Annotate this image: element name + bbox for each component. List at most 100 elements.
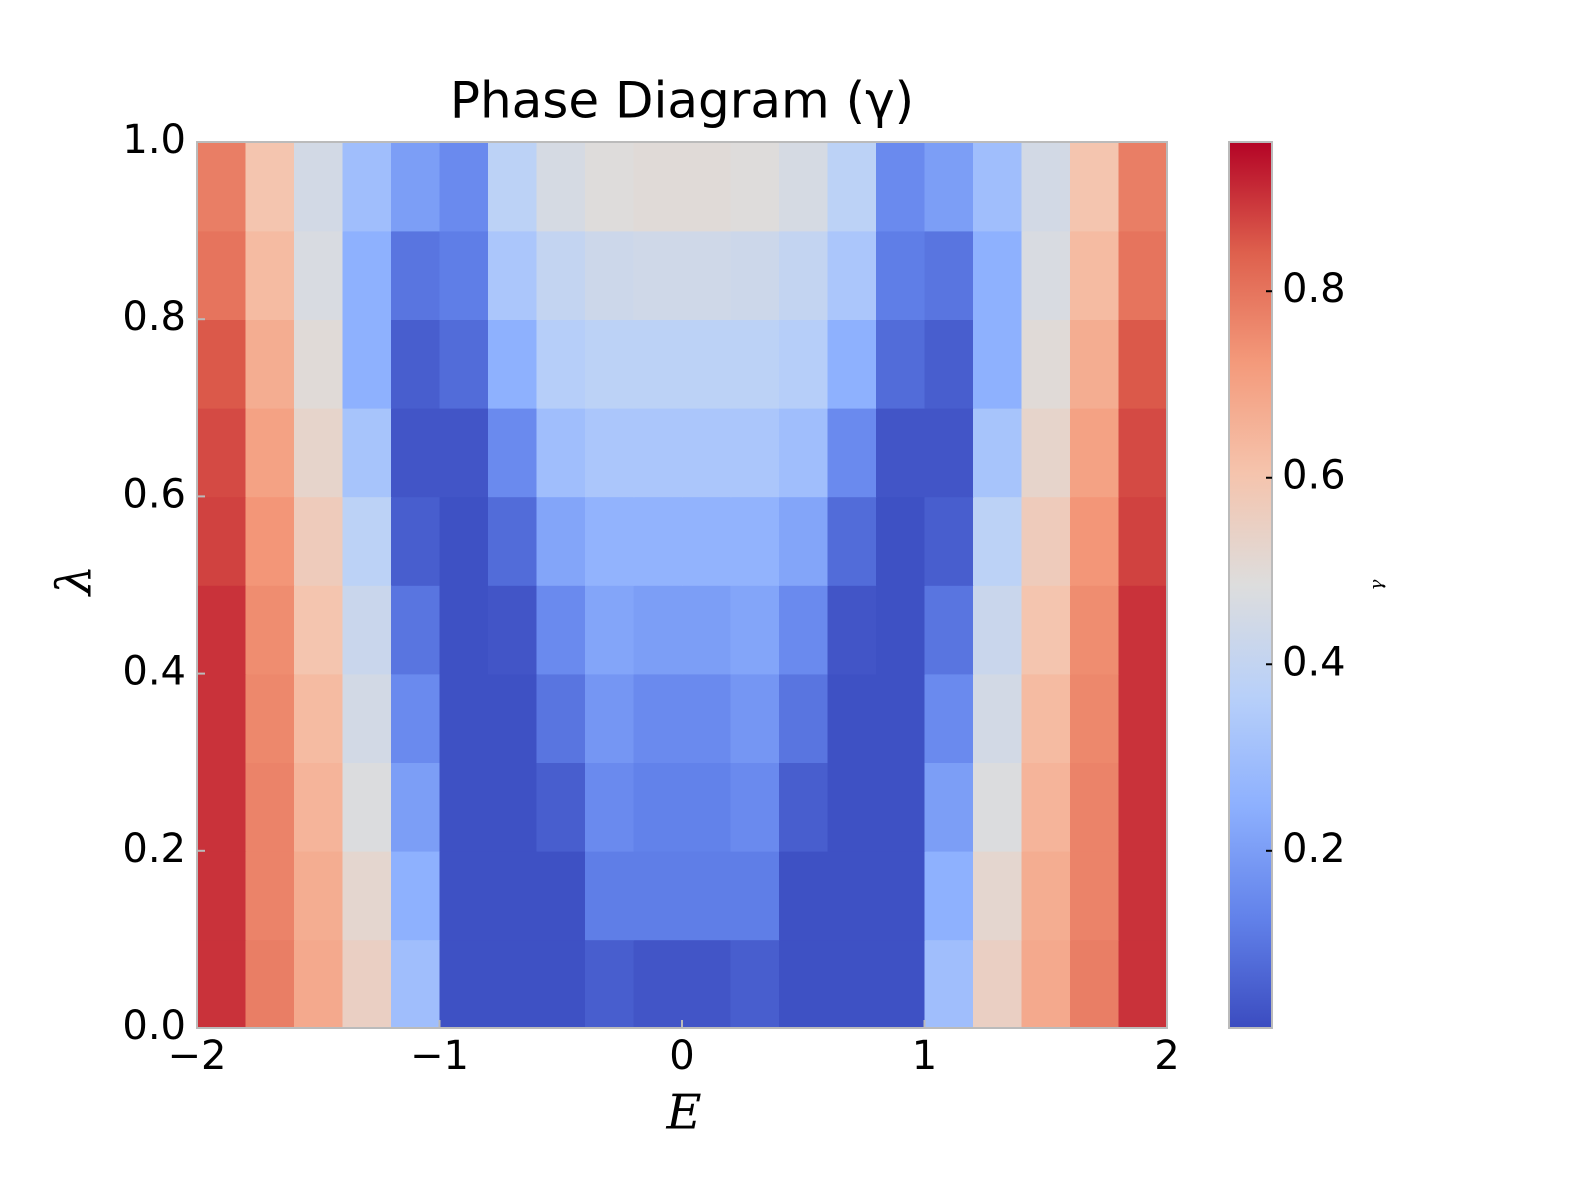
heatmap-cell xyxy=(536,673,586,763)
heatmap-cell xyxy=(779,585,829,675)
colorbar-tick-label: 0.4 xyxy=(1282,639,1346,685)
heatmap-cell xyxy=(439,850,489,941)
heatmap-cell xyxy=(585,319,635,409)
heatmap-cell xyxy=(827,230,877,320)
heatmap-cell xyxy=(536,407,586,498)
heatmap-cell xyxy=(779,762,829,852)
heatmap-cell xyxy=(245,762,295,852)
heatmap-cell xyxy=(633,939,683,1028)
heatmap-cell xyxy=(585,407,635,498)
heatmap-cell xyxy=(827,407,877,498)
x-tick-label: −1 xyxy=(410,1033,469,1079)
heatmap-cell xyxy=(391,407,441,498)
heatmap-cell xyxy=(536,850,586,941)
heatmap-cell xyxy=(973,230,1023,320)
heatmap-cell xyxy=(585,850,635,941)
heatmap-cell xyxy=(585,496,635,586)
heatmap-cell xyxy=(682,585,732,675)
heatmap-cell xyxy=(294,319,344,409)
heatmap-cell xyxy=(197,762,247,852)
heatmap-cell xyxy=(633,585,683,675)
heatmap-cell xyxy=(488,850,538,941)
heatmap-cell xyxy=(827,850,877,941)
heatmap-cell xyxy=(1118,850,1167,941)
heatmap-cell xyxy=(924,939,974,1028)
heatmap-cell xyxy=(536,142,586,232)
heatmap-cell xyxy=(730,230,780,320)
heatmap-cell xyxy=(391,230,441,320)
heatmap-cell xyxy=(876,939,926,1028)
heatmap-cell xyxy=(391,142,441,232)
y-axis-label: λ xyxy=(47,565,103,597)
heatmap-cell xyxy=(294,585,344,675)
heatmap-cell xyxy=(585,762,635,852)
heatmap-cell xyxy=(730,939,780,1028)
heatmap-cell xyxy=(197,850,247,941)
colorbar xyxy=(1228,141,1273,1029)
heatmap-cell xyxy=(197,142,247,232)
heatmap-cell xyxy=(488,230,538,320)
heatmap-cell xyxy=(779,319,829,409)
heatmap-cell xyxy=(536,762,586,852)
heatmap-cell xyxy=(391,496,441,586)
heatmap-cell xyxy=(1118,407,1167,498)
y-tick-label: 0.2 xyxy=(122,826,186,872)
heatmap-cell xyxy=(439,496,489,586)
heatmap-cell xyxy=(1070,762,1120,852)
heatmap-cell xyxy=(294,939,344,1028)
heatmap-cell xyxy=(876,319,926,409)
heatmap-cell xyxy=(488,673,538,763)
heatmap-cell xyxy=(779,496,829,586)
heatmap-cell xyxy=(294,762,344,852)
heatmap-cell xyxy=(827,585,877,675)
heatmap-cell xyxy=(439,142,489,232)
heatmap-cell xyxy=(876,585,926,675)
heatmap-cell xyxy=(924,230,974,320)
heatmap-cell xyxy=(876,142,926,232)
heatmap-cell xyxy=(633,850,683,941)
heatmap-cell xyxy=(1118,762,1167,852)
heatmap-cell xyxy=(827,939,877,1028)
heatmap-cell xyxy=(1118,230,1167,320)
heatmap-cell xyxy=(633,673,683,763)
heatmap-cell xyxy=(1021,496,1071,586)
heatmap-cell xyxy=(779,230,829,320)
heatmap xyxy=(197,142,1167,1028)
heatmap-cell xyxy=(730,142,780,232)
heatmap-cell xyxy=(973,319,1023,409)
heatmap-cell xyxy=(1021,850,1071,941)
x-tick-label: 1 xyxy=(912,1033,937,1079)
heatmap-cell xyxy=(924,673,974,763)
y-tick-label: 0.4 xyxy=(122,649,186,695)
heatmap-cell xyxy=(730,673,780,763)
heatmap-cell xyxy=(1070,230,1120,320)
heatmap-cell xyxy=(488,142,538,232)
heatmap-cell xyxy=(342,407,392,498)
heatmap-cell xyxy=(1070,496,1120,586)
heatmap-cell xyxy=(1118,673,1167,763)
heatmap-cell xyxy=(342,939,392,1028)
heatmap-cell xyxy=(730,850,780,941)
heatmap-cell xyxy=(779,142,829,232)
heatmap-cell xyxy=(342,142,392,232)
heatmap-cell xyxy=(1070,319,1120,409)
heatmap-cell xyxy=(1070,673,1120,763)
heatmap-cell xyxy=(439,319,489,409)
heatmap-cell xyxy=(730,762,780,852)
heatmap-cell xyxy=(342,319,392,409)
heatmap-cell xyxy=(633,407,683,498)
heatmap-cell xyxy=(876,407,926,498)
heatmap-cell xyxy=(488,762,538,852)
heatmap-cell xyxy=(779,407,829,498)
heatmap-cell xyxy=(633,319,683,409)
heatmap-cell xyxy=(197,585,247,675)
x-axis-label: E xyxy=(665,1085,701,1141)
heatmap-cell xyxy=(876,230,926,320)
heatmap-cell xyxy=(294,142,344,232)
heatmap-cell xyxy=(779,850,829,941)
heatmap-cell xyxy=(391,762,441,852)
heatmap-cell xyxy=(827,762,877,852)
heatmap-cell xyxy=(245,850,295,941)
heatmap-cell xyxy=(1021,319,1071,409)
